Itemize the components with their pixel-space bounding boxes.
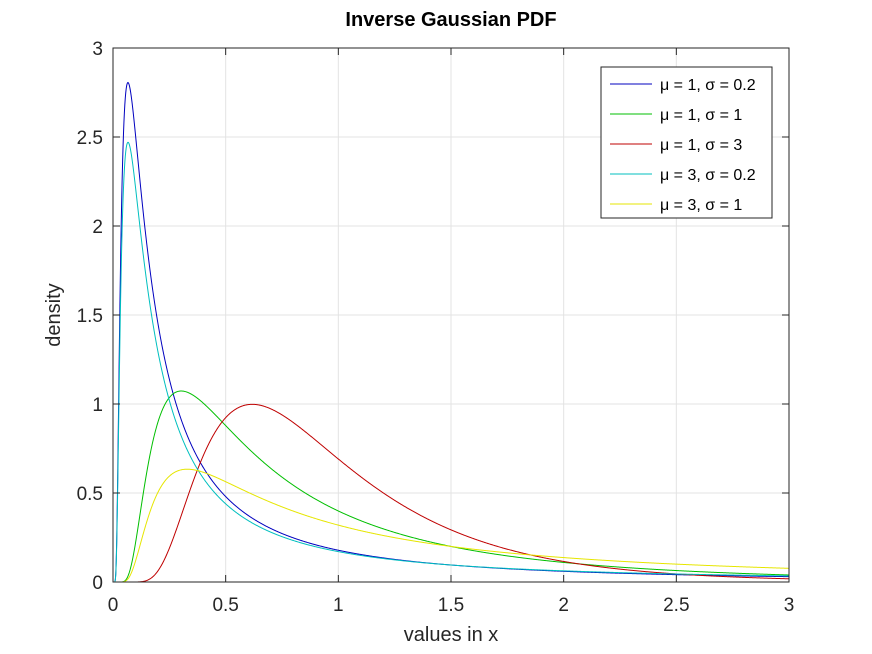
x-axis-label: values in x [404, 624, 499, 646]
axis-ticks: 0 0.5 1 1.5 2 2.5 3 0 0.5 1 1.5 2 2.5 3 [77, 39, 795, 616]
y-tick-label: 0 [92, 573, 103, 594]
x-tick-label: 1.5 [438, 595, 464, 616]
series-line-4 [113, 141, 790, 583]
series-lines [113, 81, 790, 583]
y-tick-label: 3 [92, 39, 103, 60]
legend-label: μ = 1, σ = 3 [660, 137, 742, 154]
x-tick-label: 2 [558, 595, 569, 616]
legend-items: μ = 1, σ = 0.2 μ = 1, σ = 1 μ = 1, σ = 3 μ … [610, 77, 756, 214]
y-tick-label: 1.5 [77, 306, 103, 327]
legend-label: μ = 1, σ = 0.2 [660, 77, 756, 94]
y-axis-label: density [43, 283, 65, 346]
y-tick-label: 2 [92, 217, 103, 238]
legend-label: μ = 1, σ = 1 [660, 107, 742, 124]
x-tick-label: 2.5 [663, 595, 689, 616]
y-tick-label: 2.5 [77, 128, 103, 149]
y-tick-label: 1 [92, 395, 103, 416]
x-tick-label: 0.5 [212, 595, 238, 616]
chart-title: Inverse Gaussian PDF [345, 9, 556, 31]
legend-label: μ = 3, σ = 1 [660, 197, 742, 214]
x-tick-label: 0 [108, 595, 119, 616]
series-line-5 [113, 468, 790, 583]
legend-label: μ = 3, σ = 0.2 [660, 167, 756, 184]
y-tick-label: 0.5 [77, 484, 103, 505]
legend-box [600, 66, 773, 219]
x-tick-label: 1 [333, 595, 344, 616]
x-tick-label: 3 [784, 595, 795, 616]
legend: μ = 1, σ = 0.2 μ = 1, σ = 1 μ = 1, σ = 3 μ … [600, 66, 773, 219]
